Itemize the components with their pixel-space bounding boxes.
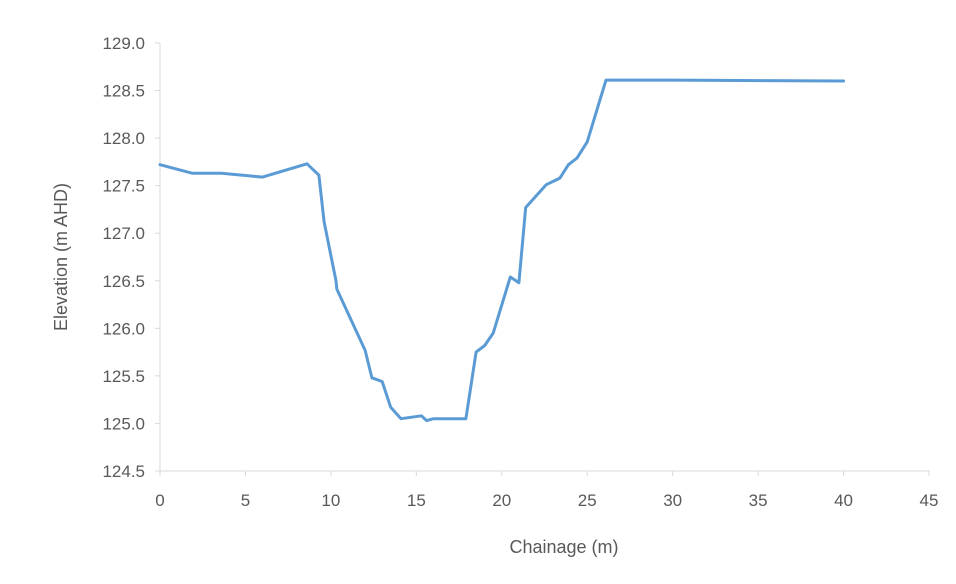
axes — [159, 43, 929, 472]
y-tick-label: 129.0 — [102, 34, 145, 53]
y-tick-label: 125.0 — [102, 414, 145, 433]
x-tick-label: 25 — [578, 491, 597, 510]
y-tick-label: 127.5 — [102, 177, 145, 196]
x-tick-label: 30 — [663, 491, 682, 510]
y-tick-label: 128.5 — [102, 82, 145, 101]
series-group — [158, 78, 846, 423]
x-tick-label: 15 — [407, 491, 426, 510]
x-tick-label: 45 — [920, 491, 939, 510]
y-axis-title: Elevation (m AHD) — [51, 183, 71, 331]
y-tick-label: 124.5 — [102, 462, 145, 481]
x-tick-label: 5 — [241, 491, 250, 510]
y-tick-label: 127.0 — [102, 224, 145, 243]
x-tick-label: 20 — [492, 491, 511, 510]
x-tick-label: 10 — [321, 491, 340, 510]
x-tick-label: 35 — [749, 491, 768, 510]
x-tick-group: 0 5 10 15 20 25 30 35 40 45 — [155, 471, 938, 510]
x-tick-label: 40 — [834, 491, 853, 510]
y-tick-label: 128.0 — [102, 129, 145, 148]
x-tick-label: 0 — [155, 491, 164, 510]
y-tick-label: 125.5 — [102, 367, 145, 386]
y-tick-label: 126.0 — [102, 319, 145, 338]
y-tick-label: 126.5 — [102, 272, 145, 291]
series-line-elevation — [158, 78, 846, 423]
y-tick-group: 124.5 125.0 125.5 126.0 126.5 127.0 127.5 128.0… — [102, 34, 160, 481]
x-axis-title: Chainage (m) — [509, 537, 618, 557]
